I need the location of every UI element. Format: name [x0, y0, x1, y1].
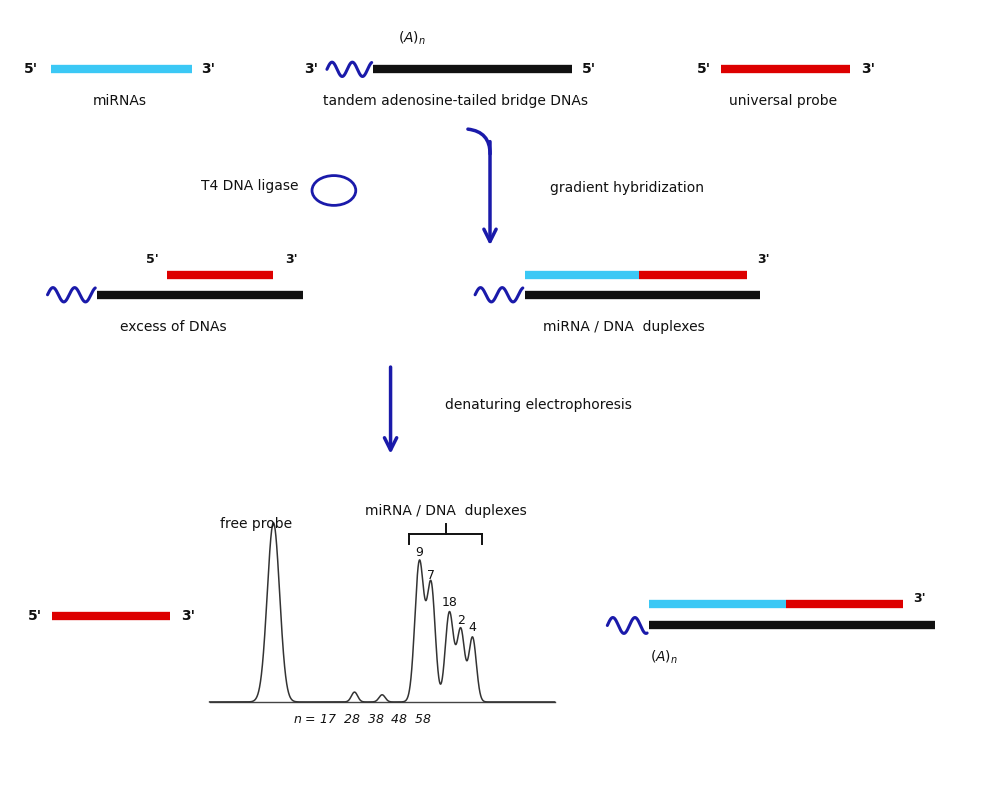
Text: 4: 4: [469, 621, 477, 634]
Text: excess of DNAs: excess of DNAs: [121, 320, 228, 333]
Text: universal probe: universal probe: [729, 94, 838, 108]
Text: 5': 5': [583, 62, 596, 76]
Text: denaturing electrophoresis: denaturing electrophoresis: [445, 399, 632, 413]
Text: T4 DNA ligase: T4 DNA ligase: [201, 179, 298, 193]
Text: $n$ = 17  28  38  48  58: $n$ = 17 28 38 48 58: [293, 714, 433, 726]
Text: $(A)_n$: $(A)_n$: [650, 649, 678, 666]
Text: 9: 9: [415, 546, 424, 559]
Text: 3': 3': [757, 253, 770, 266]
Text: 3': 3': [181, 608, 194, 623]
Text: free probe: free probe: [221, 518, 292, 532]
Text: miRNA / DNA  duplexes: miRNA / DNA duplexes: [543, 320, 705, 333]
Text: miRNA / DNA  duplexes: miRNA / DNA duplexes: [365, 503, 527, 518]
Text: 3': 3': [861, 62, 875, 76]
Text: 18: 18: [441, 596, 457, 609]
Text: 5': 5': [697, 62, 711, 76]
Text: miRNAs: miRNAs: [93, 94, 147, 108]
Text: 5': 5': [145, 253, 158, 266]
Text: 3': 3': [304, 62, 318, 76]
Text: 2: 2: [457, 614, 465, 627]
Text: $(A)_n$: $(A)_n$: [398, 30, 427, 47]
Text: 3': 3': [202, 62, 216, 76]
Text: 3': 3': [284, 253, 297, 266]
Text: 3': 3': [913, 592, 926, 605]
Text: gradient hybridization: gradient hybridization: [549, 180, 703, 194]
Text: 5': 5': [24, 62, 37, 76]
Text: 7: 7: [427, 569, 436, 582]
Text: 5': 5': [27, 608, 41, 623]
Text: tandem adenosine-tailed bridge DNAs: tandem adenosine-tailed bridge DNAs: [323, 94, 588, 108]
